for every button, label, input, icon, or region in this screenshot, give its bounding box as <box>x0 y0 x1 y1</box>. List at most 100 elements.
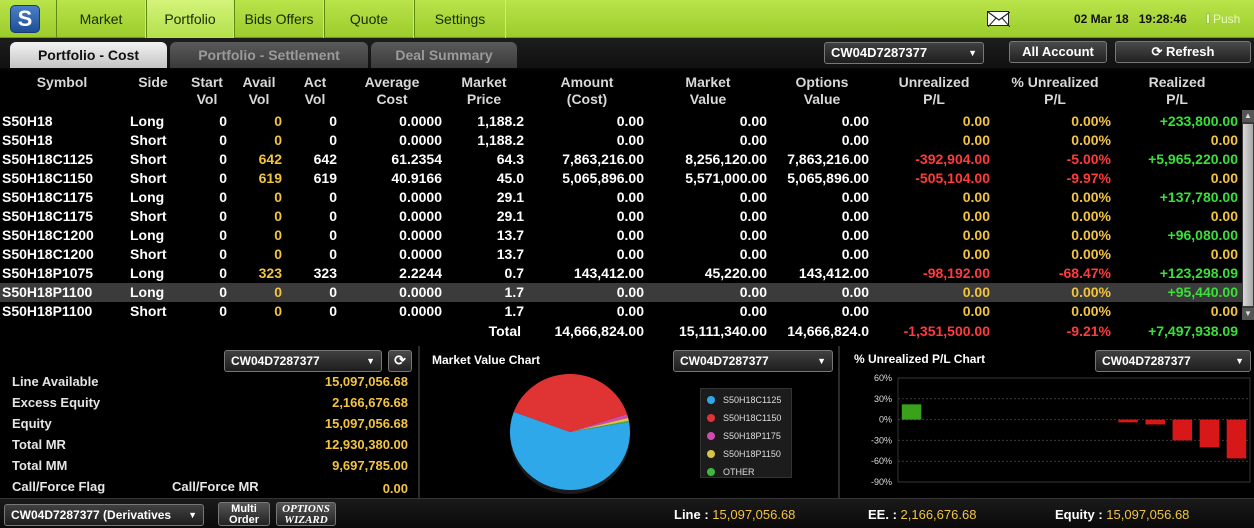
account-summary-value: 2,166,676.68 <box>332 395 408 410</box>
account-summary-label: Call/Force MR <box>172 479 259 494</box>
table-cell: 0.00 <box>616 208 644 224</box>
tab-portfolio-cost[interactable]: Portfolio - Cost <box>10 42 167 68</box>
options-wizard-button[interactable]: OPTIONS WIZARD <box>276 502 336 526</box>
nav-settings[interactable]: Settings <box>414 0 506 38</box>
column-header[interactable]: Options Value <box>778 74 866 108</box>
column-header[interactable]: Average Cost <box>350 74 434 108</box>
column-header[interactable]: Avail Vol <box>234 74 284 108</box>
column-header[interactable]: Amount (Cost) <box>540 74 634 108</box>
multi-order-button[interactable]: Multi Order <box>218 502 270 526</box>
table-row[interactable]: S50H18P1075 Long 0 323 323 2.2244 0.7 143,412.0… <box>0 264 1242 283</box>
legend-item[interactable]: S50H18P1150 <box>707 449 781 459</box>
table-cell: 1.7 <box>504 284 524 300</box>
table-cell: 0.0000 <box>399 246 442 262</box>
y-tick-label: -90% <box>871 477 892 487</box>
scroll-down-icon[interactable]: ▼ <box>1242 308 1254 320</box>
table-cell: S50H18P1075 <box>2 265 94 281</box>
table-row[interactable]: S50H18C1200 Short 0 0 0 0.0000 13.7 0.00 0.00 0.0… <box>0 245 1242 264</box>
account-summary-value: 9,697,785.00 <box>332 458 408 473</box>
multi-order-label-1: Multi <box>231 503 257 515</box>
bar[interactable] <box>901 404 922 420</box>
pie-slice[interactable] <box>570 414 629 432</box>
status-account-select[interactable]: CW04D7287377 (Derivatives ▼ <box>4 504 204 526</box>
table-cell: 0 <box>329 113 337 129</box>
legend-item[interactable]: OTHER <box>707 467 755 477</box>
table-cell: 323 <box>313 265 337 281</box>
table-cell: 0.00% <box>1071 208 1111 224</box>
table-row[interactable]: S50H18P1100 Short 0 0 0 0.0000 1.7 0.00 0.00 0.00… <box>0 302 1242 321</box>
scroll-thumb[interactable] <box>1243 124 1253 306</box>
column-header[interactable]: Side <box>126 74 180 91</box>
pie-slice[interactable] <box>510 411 630 490</box>
bar[interactable] <box>1118 419 1138 423</box>
table-row[interactable]: S50H18 Long 0 0 0 0.0000 1,188.2 0.00 0.00 0.00 0.… <box>0 112 1242 131</box>
table-row[interactable]: S50H18C1175 Long 0 0 0 0.0000 29.1 0.00 0.00 0.00… <box>0 188 1242 207</box>
table-cell: 0.0000 <box>399 284 442 300</box>
nav-market[interactable]: Market <box>56 0 146 38</box>
table-cell: 45,220.00 <box>704 265 767 281</box>
table-row[interactable]: S50H18P1100 Long 0 0 0 0.0000 1.7 0.00 0.00 0.00 0… <box>0 283 1242 302</box>
account-select-value: CW04D7287377 <box>831 45 928 60</box>
tab-portfolio-settlement[interactable]: Portfolio - Settlement <box>170 42 368 68</box>
column-header[interactable]: Act Vol <box>290 74 340 108</box>
nav-portfolio[interactable]: Portfolio <box>146 0 234 38</box>
bar[interactable] <box>1199 419 1220 448</box>
vertical-scrollbar[interactable]: ▲ ▼ <box>1242 110 1254 320</box>
bar[interactable] <box>1172 419 1193 441</box>
refresh-button[interactable]: ⟳ Refresh <box>1115 41 1251 63</box>
table-row[interactable]: S50H18C1200 Long 0 0 0 0.0000 13.7 0.00 0.00 0.00… <box>0 226 1242 245</box>
total-amount-cost: 14,666,824.00 <box>554 323 644 339</box>
scroll-up-icon[interactable]: ▲ <box>1242 110 1254 122</box>
unrealized-chart-select[interactable]: CW04D7287377 ▼ <box>1095 350 1251 372</box>
account-summary-value: 0.00 <box>382 481 408 496</box>
unrealized-bar-chart: 60% 30% 0% -30% -60% -90% <box>871 373 1251 487</box>
column-header[interactable]: Symbol <box>2 74 122 91</box>
table-row[interactable]: S50H18 Short 0 0 0 0.0000 1,188.2 0.00 0.00 0.00 0… <box>0 131 1242 150</box>
column-header[interactable]: % Unrealized P/L <box>1000 74 1110 108</box>
total-unrealized: -1,351,500.00 <box>903 323 990 339</box>
column-header[interactable]: Market Price <box>440 74 528 108</box>
market-value-chart-select[interactable]: CW04D7287377 ▼ <box>673 350 833 372</box>
pie-slice[interactable] <box>570 420 630 432</box>
mail-icon[interactable] <box>987 11 1010 27</box>
all-account-button[interactable]: All Account <box>1009 41 1107 63</box>
status-equity-value: 15,097,056.68 <box>1106 507 1190 522</box>
time-text: 19:28:46 <box>1138 12 1187 26</box>
pie-slice[interactable] <box>513 373 628 432</box>
pie-slice[interactable] <box>570 417 629 432</box>
table-cell: 0 <box>274 208 282 224</box>
column-header-text: % Unrealized <box>1011 74 1099 90</box>
table-cell: 0 <box>219 151 227 167</box>
table-row[interactable]: S50H18C1175 Short 0 0 0 0.0000 29.1 0.00 0.00 0.0… <box>0 207 1242 226</box>
legend-label: S50H18C1125 <box>723 395 782 405</box>
unrealized-chart-panel: % Unrealized P/L Chart CW04D7287377 ▼ 60%… <box>840 346 1254 498</box>
column-header[interactable]: Market Value <box>660 74 756 108</box>
legend-item[interactable]: S50H18P1175 <box>707 431 781 441</box>
table-cell: Short <box>130 246 167 262</box>
table-cell: -5.00% <box>1066 151 1111 167</box>
bar[interactable] <box>1226 419 1247 459</box>
push-indicator: Push <box>1206 12 1240 26</box>
legend-item[interactable]: S50H18C1125 <box>707 395 781 405</box>
column-header-text: Amount <box>560 74 614 90</box>
tab-deal-summary[interactable]: Deal Summary <box>371 42 517 68</box>
app-logo[interactable]: S <box>10 5 40 33</box>
panel-refresh-icon[interactable]: ⟳ <box>388 350 412 372</box>
table-cell: 61.2354 <box>391 151 442 167</box>
legend-item[interactable]: S50H18C1150 <box>707 413 781 423</box>
nav-bids-offers[interactable]: Bids Offers <box>234 0 324 38</box>
table-row[interactable]: S50H18C1125 Short 0 642 642 61.2354 64.3 7,863,… <box>0 150 1242 169</box>
bar[interactable] <box>1145 419 1165 425</box>
status-line-value: 15,097,056.68 <box>712 507 796 522</box>
column-header[interactable]: Start Vol <box>182 74 232 108</box>
table-row[interactable]: S50H18C1150 Short 0 619 619 40.9166 45.0 5,065,… <box>0 169 1242 188</box>
account-select[interactable]: CW04D7287377 ▼ <box>824 42 984 64</box>
nav-quote[interactable]: Quote <box>324 0 414 38</box>
table-cell: 0.0000 <box>399 227 442 243</box>
account-summary-select[interactable]: CW04D7287377 ▼ <box>224 350 382 372</box>
table-cell: 0 <box>219 113 227 129</box>
column-header[interactable]: Unrealized P/L <box>880 74 988 108</box>
column-header[interactable]: Realized P/L <box>1128 74 1226 108</box>
table-cell: +96,080.00 <box>1167 227 1238 243</box>
table-cell: 0.00 <box>739 208 767 224</box>
